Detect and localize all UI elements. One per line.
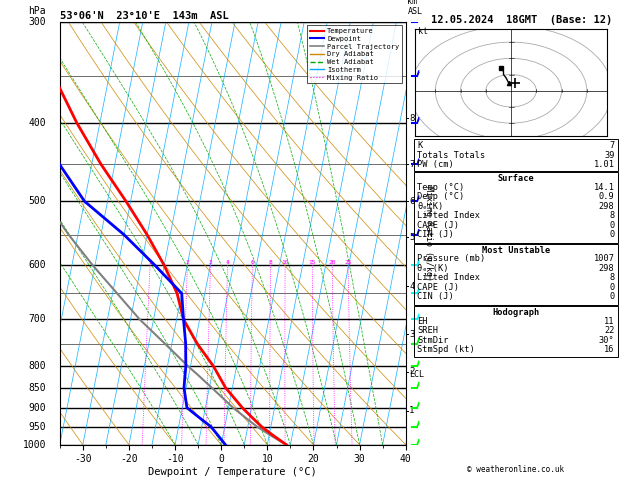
Text: 8: 8	[269, 260, 272, 265]
Text: CIN (J): CIN (J)	[417, 230, 454, 239]
Text: θₑ(K): θₑ(K)	[417, 202, 443, 211]
Text: 8: 8	[610, 211, 615, 220]
Text: 20: 20	[328, 260, 336, 265]
Text: 11: 11	[604, 317, 615, 326]
Text: θₑ (K): θₑ (K)	[417, 264, 448, 273]
Text: 300: 300	[28, 17, 46, 27]
Text: 53°06'N  23°10'E  143m  ASL: 53°06'N 23°10'E 143m ASL	[60, 11, 228, 21]
Text: 15: 15	[309, 260, 316, 265]
Text: 6: 6	[409, 197, 415, 206]
Text: 30°: 30°	[599, 336, 615, 345]
Text: LCL: LCL	[409, 370, 424, 380]
Text: StmDir: StmDir	[417, 336, 448, 345]
Text: PW (cm): PW (cm)	[417, 160, 454, 170]
Text: 3: 3	[209, 260, 213, 265]
Text: 39: 39	[604, 151, 615, 160]
Text: CAPE (J): CAPE (J)	[417, 283, 459, 292]
Text: 0: 0	[610, 230, 615, 239]
Text: hPa: hPa	[28, 5, 46, 16]
Text: 0: 0	[610, 221, 615, 230]
Text: kt: kt	[418, 27, 428, 36]
Text: 950: 950	[28, 422, 46, 432]
Text: 1000: 1000	[23, 440, 46, 450]
Text: 900: 900	[28, 403, 46, 413]
Text: 2: 2	[186, 260, 189, 265]
X-axis label: Dewpoint / Temperature (°C): Dewpoint / Temperature (°C)	[148, 467, 317, 477]
Text: 7: 7	[610, 141, 615, 151]
Text: © weatheronline.co.uk: © weatheronline.co.uk	[467, 465, 564, 474]
Text: 298: 298	[599, 264, 615, 273]
Legend: Temperature, Dewpoint, Parcel Trajectory, Dry Adiabat, Wet Adiabat, Isotherm, Mi: Temperature, Dewpoint, Parcel Trajectory…	[307, 25, 402, 83]
Text: 700: 700	[28, 314, 46, 325]
Text: 1: 1	[409, 406, 415, 416]
Text: 14.1: 14.1	[594, 183, 615, 192]
Text: EH: EH	[417, 317, 428, 326]
Text: 400: 400	[28, 118, 46, 128]
Text: 800: 800	[28, 361, 46, 371]
Text: Mixing Ratio (g/kg): Mixing Ratio (g/kg)	[424, 186, 433, 281]
Text: 1: 1	[148, 260, 152, 265]
Text: 16: 16	[604, 345, 615, 354]
Text: 2: 2	[409, 367, 415, 376]
Text: Hodograph: Hodograph	[492, 308, 540, 317]
Text: 5: 5	[409, 233, 415, 242]
Text: Dewp (°C): Dewp (°C)	[417, 192, 464, 201]
Text: 4: 4	[409, 282, 415, 291]
Text: 4: 4	[226, 260, 230, 265]
Text: Lifted Index: Lifted Index	[417, 211, 480, 220]
Text: 7: 7	[409, 160, 415, 169]
Text: 600: 600	[28, 260, 46, 270]
Text: CIN (J): CIN (J)	[417, 293, 454, 301]
Text: km
ASL: km ASL	[408, 0, 423, 16]
Text: 0: 0	[610, 293, 615, 301]
Text: 500: 500	[28, 196, 46, 206]
Text: 6: 6	[250, 260, 254, 265]
Text: Lifted Index: Lifted Index	[417, 274, 480, 282]
Text: 25: 25	[344, 260, 352, 265]
Text: Surface: Surface	[498, 174, 534, 183]
Text: 850: 850	[28, 382, 46, 393]
Text: 298: 298	[599, 202, 615, 211]
Text: CAPE (J): CAPE (J)	[417, 221, 459, 230]
Text: 1.01: 1.01	[594, 160, 615, 170]
Text: 0.9: 0.9	[599, 192, 615, 201]
Text: 8: 8	[610, 274, 615, 282]
Text: Temp (°C): Temp (°C)	[417, 183, 464, 192]
Text: 3: 3	[409, 330, 415, 339]
Text: 1007: 1007	[594, 255, 615, 263]
Text: Pressure (mb): Pressure (mb)	[417, 255, 486, 263]
Text: StmSpd (kt): StmSpd (kt)	[417, 345, 475, 354]
Text: K: K	[417, 141, 422, 151]
Text: 12.05.2024  18GMT  (Base: 12): 12.05.2024 18GMT (Base: 12)	[431, 15, 613, 25]
Text: 10: 10	[281, 260, 289, 265]
Text: 0: 0	[610, 283, 615, 292]
Text: SREH: SREH	[417, 326, 438, 335]
Text: Most Unstable: Most Unstable	[482, 246, 550, 255]
Text: 8: 8	[409, 114, 415, 123]
Text: Totals Totals: Totals Totals	[417, 151, 486, 160]
Text: 22: 22	[604, 326, 615, 335]
